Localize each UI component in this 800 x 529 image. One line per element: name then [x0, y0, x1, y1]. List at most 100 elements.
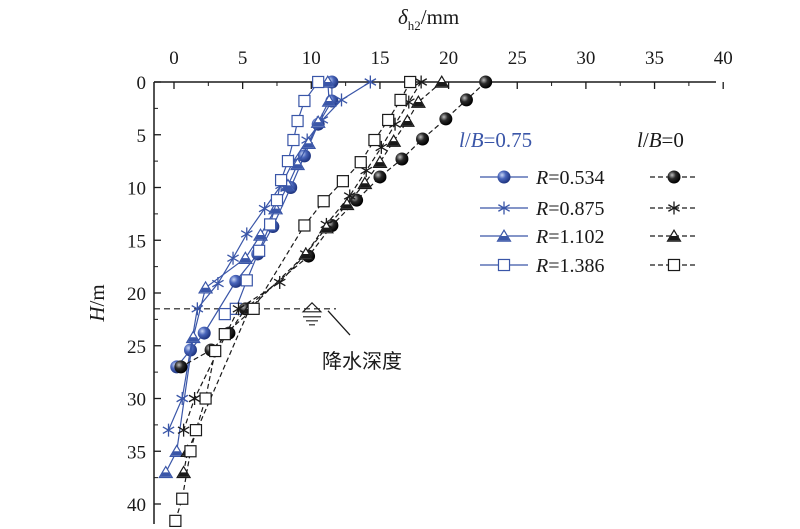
data-point: [498, 201, 510, 215]
data-point: [434, 74, 450, 88]
data-point: [253, 244, 266, 257]
series-4: [218, 75, 325, 321]
data-point: [199, 392, 212, 405]
y-tick-label: 10: [127, 179, 146, 200]
data-point: [291, 114, 304, 128]
y-tick-label: 20: [127, 284, 146, 305]
data-point: [297, 149, 311, 163]
data-point: [240, 274, 253, 287]
legend-item: R=0.875: [480, 198, 698, 220]
data-point: [318, 220, 334, 234]
data-point: [667, 258, 681, 272]
data-point: [298, 94, 311, 108]
data-point: [174, 360, 188, 374]
data-point: [497, 170, 511, 184]
y-tick-label: 15: [127, 231, 146, 252]
data-point: [176, 392, 189, 405]
axes: 0 5 10 15 20 25 30 35 40 0 5 10 15 20 25 30 35 40 δh2/mm…: [85, 5, 733, 524]
x-tick-label: 35: [645, 48, 664, 69]
legend-label: R=1.386: [535, 255, 605, 277]
data-point: [301, 136, 317, 149]
data-point: [240, 227, 253, 241]
data-point: [290, 157, 306, 171]
legend-label: R=0.534: [535, 167, 605, 189]
legend-item: R=1.386: [480, 255, 698, 277]
series-3: [158, 74, 337, 479]
data-point: [281, 155, 295, 168]
data-point: [410, 95, 426, 108]
data-point: [218, 328, 231, 341]
data-point: [237, 251, 253, 264]
data-point: [176, 465, 192, 479]
data-point: [312, 75, 325, 89]
annotation-leader: [327, 310, 351, 336]
x-tick-label: 5: [238, 48, 248, 69]
x-tick-label: 20: [439, 48, 458, 69]
data-point: [169, 444, 185, 458]
legend-item: R=0.534: [480, 167, 698, 189]
data-point: [439, 112, 453, 126]
x-axis-title: δh2/mm: [398, 5, 459, 33]
data-point: [415, 75, 428, 89]
data-point: [496, 228, 512, 242]
data-point: [158, 465, 174, 479]
x-tick-label: 30: [576, 48, 595, 69]
legend-item: R=1.102: [480, 226, 698, 248]
data-point: [404, 75, 417, 89]
water-level-icon: [301, 302, 323, 326]
data-point: [273, 275, 286, 289]
y-tick-label: 30: [127, 390, 146, 411]
data-point: [298, 219, 311, 232]
data-point: [399, 114, 415, 127]
water-level-annotation: 降水深度: [154, 302, 402, 373]
data-point: [263, 218, 277, 231]
data-point: [227, 251, 239, 265]
data-point: [229, 274, 243, 288]
y-tick-label: 0: [137, 73, 147, 94]
series-layer: [158, 74, 493, 528]
y-tick-label: 25: [127, 337, 146, 358]
data-point: [188, 392, 201, 405]
data-point: [162, 423, 175, 437]
legend-label: R=0.875: [535, 198, 605, 220]
data-point: [394, 93, 407, 107]
legend: l/B=0.75 l/B=0 R=0.534 R=0.875 R=1.102 R=1.…: [459, 128, 698, 277]
x-tick-label: 15: [370, 48, 389, 69]
data-point: [343, 189, 356, 203]
x-ticks: 0 5 10 15 20 25 30 35 40: [169, 48, 733, 89]
data-point: [335, 93, 348, 107]
data-point: [317, 195, 330, 208]
data-point: [258, 202, 271, 216]
data-point: [372, 155, 388, 168]
y-tick-label: 40: [127, 495, 146, 516]
data-point: [321, 93, 337, 107]
data-point: [209, 344, 222, 358]
y-ticks: 0 5 10 15 20 25 30 35 40: [127, 73, 161, 516]
data-point: [339, 197, 355, 211]
data-point: [298, 246, 314, 260]
data-point: [274, 173, 288, 187]
data-point: [218, 307, 231, 321]
data-point: [368, 133, 381, 147]
water-level-triangle: [301, 302, 323, 313]
data-point: [252, 227, 269, 241]
data-point: [310, 115, 326, 128]
data-point: [350, 193, 364, 207]
series-line: [174, 81, 411, 522]
data-point: [395, 152, 409, 166]
data-point: [189, 424, 203, 437]
y-axis-title: H/m: [85, 284, 109, 322]
data-point: [382, 113, 395, 127]
data-point: [177, 423, 190, 437]
data-point: [386, 134, 402, 147]
data-point: [169, 514, 182, 528]
annotation-text: 降水深度: [322, 349, 402, 373]
y-tick-label: 5: [137, 126, 147, 147]
data-point: [268, 201, 284, 215]
series-8: [169, 75, 417, 528]
data-point: [373, 170, 387, 184]
data-point: [270, 194, 284, 207]
y-tick-label: 35: [127, 442, 146, 463]
data-point: [197, 326, 211, 340]
